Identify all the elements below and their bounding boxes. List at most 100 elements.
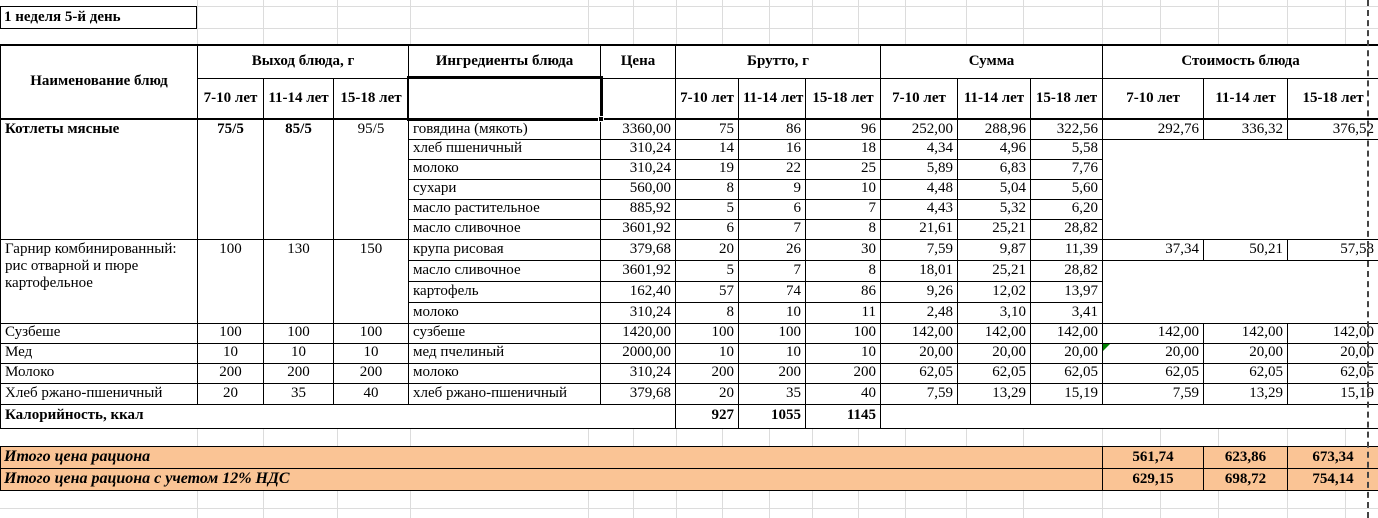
cell-output[interactable]: 10 bbox=[263, 342, 334, 364]
total-ration-price-label[interactable]: Итого цена рациона bbox=[0, 446, 1103, 469]
cell-ingredient[interactable]: крупа рисовая bbox=[408, 238, 601, 261]
cell-cost[interactable]: 62,05 bbox=[1203, 362, 1289, 384]
cell-cost[interactable]: 142,00 bbox=[1203, 322, 1289, 344]
empty-cell-under-price[interactable] bbox=[600, 77, 676, 120]
calories-value-cell[interactable]: 1055 bbox=[738, 403, 806, 429]
cell-sum[interactable]: 2,48 bbox=[880, 301, 958, 324]
cell-sum[interactable]: 7,59 bbox=[880, 238, 958, 261]
cell-output[interactable]: 100 bbox=[197, 238, 264, 324]
cell-dish-name[interactable]: Мед bbox=[0, 342, 198, 364]
cell-sum[interactable]: 9,26 bbox=[880, 280, 958, 303]
cell-gross[interactable]: 100 bbox=[805, 322, 881, 344]
age-header-output-7-10[interactable]: 7-10 лет bbox=[197, 77, 264, 120]
cell-sum[interactable]: 142,00 bbox=[880, 322, 958, 344]
cell-sum[interactable]: 11,39 bbox=[1029, 238, 1104, 261]
cell-gross[interactable]: 10 bbox=[675, 342, 739, 364]
cell-sum[interactable]: 18,01 bbox=[880, 259, 958, 282]
col-header-ingredients[interactable]: Ингредиенты блюда bbox=[408, 44, 601, 79]
cell-gross[interactable]: 10 bbox=[805, 178, 881, 200]
cell-gross[interactable]: 200 bbox=[805, 362, 881, 384]
cell-cost[interactable]: 62,05 bbox=[1102, 362, 1205, 384]
cell-output[interactable]: 200 bbox=[263, 362, 334, 384]
sheet-title-cell[interactable]: 1 неделя 5-й день bbox=[0, 6, 197, 29]
cell-sum[interactable]: 142,00 bbox=[957, 322, 1031, 344]
cell-dish-name[interactable]: Сузбеше bbox=[0, 322, 198, 344]
cell-price[interactable]: 3360,00 bbox=[600, 118, 676, 140]
cell-gross[interactable]: 11 bbox=[805, 301, 881, 324]
cell-price[interactable]: 560,00 bbox=[600, 178, 676, 200]
cell-cost[interactable]: 376,52 bbox=[1287, 118, 1378, 140]
cell-dish-name[interactable]: Молоко bbox=[0, 362, 198, 384]
cell-output[interactable]: 100 bbox=[333, 322, 409, 344]
fill-handle[interactable] bbox=[598, 116, 604, 122]
total-ration-price-vat-value[interactable]: 698,72 bbox=[1203, 468, 1288, 491]
cell-output[interactable]: 40 bbox=[333, 382, 409, 405]
cell-cost[interactable]: 336,32 bbox=[1203, 118, 1289, 140]
age-header-output-15-18[interactable]: 15-18 лет bbox=[333, 77, 409, 120]
cell-sum[interactable]: 21,61 bbox=[880, 218, 958, 240]
cell-gross[interactable]: 7 bbox=[738, 259, 806, 282]
age-header-output-11-14[interactable]: 11-14 лет bbox=[263, 77, 334, 120]
age-header-cost-15-18[interactable]: 15-18 лет bbox=[1287, 77, 1378, 120]
cell-sum[interactable]: 20,00 bbox=[957, 342, 1031, 364]
col-header-dish-name[interactable]: Наименование блюд bbox=[0, 44, 198, 120]
col-header-sum[interactable]: Сумма bbox=[879, 44, 1104, 79]
cell-gross[interactable]: 5 bbox=[675, 259, 739, 282]
cell-gross[interactable]: 9 bbox=[738, 178, 806, 200]
total-ration-price-vat-value[interactable]: 629,15 bbox=[1102, 468, 1204, 491]
cell-gross[interactable]: 86 bbox=[805, 280, 881, 303]
cell-ingredient[interactable]: молоко bbox=[408, 362, 601, 384]
cell-ingredient[interactable]: молоко bbox=[408, 301, 601, 324]
cell-gross[interactable]: 96 bbox=[805, 118, 881, 140]
cell-price[interactable]: 3601,92 bbox=[600, 218, 676, 240]
cell-cost[interactable]: 20,00 bbox=[1203, 342, 1289, 364]
cell-output[interactable]: 10 bbox=[197, 342, 264, 364]
cell-cost[interactable]: 62,05 bbox=[1287, 362, 1378, 384]
cell-ingredient[interactable]: масло сливочное bbox=[408, 218, 601, 240]
cell-price[interactable]: 310,24 bbox=[600, 138, 676, 160]
cell-cost-with-error-indicator[interactable]: 20,00 bbox=[1102, 342, 1205, 364]
cell-cost[interactable]: 7,59 bbox=[1102, 382, 1205, 405]
total-ration-price-value[interactable]: 561,74 bbox=[1102, 446, 1204, 469]
cell-gross[interactable]: 57 bbox=[675, 280, 739, 303]
cell-price[interactable]: 379,68 bbox=[600, 238, 676, 261]
age-header-cost-7-10[interactable]: 7-10 лет bbox=[1102, 77, 1205, 120]
age-header-sum-11-14[interactable]: 11-14 лет bbox=[957, 77, 1031, 120]
cell-gross[interactable]: 16 bbox=[738, 138, 806, 160]
cell-price[interactable]: 310,24 bbox=[600, 362, 676, 384]
cell-price[interactable]: 885,92 bbox=[600, 198, 676, 220]
cell-output[interactable]: 85/5 bbox=[263, 118, 334, 240]
cell-ingredient[interactable]: сузбеше bbox=[408, 322, 601, 344]
cell-price[interactable]: 1420,00 bbox=[600, 322, 676, 344]
cell-output[interactable]: 20 bbox=[197, 382, 264, 405]
total-ration-price-value[interactable]: 623,86 bbox=[1203, 446, 1288, 469]
cell-cost-merged-empty[interactable] bbox=[1102, 259, 1378, 324]
cell-output[interactable]: 200 bbox=[197, 362, 264, 384]
cell-ingredient[interactable]: сухари bbox=[408, 178, 601, 200]
cell-gross[interactable]: 86 bbox=[738, 118, 806, 140]
cell-gross[interactable]: 10 bbox=[805, 342, 881, 364]
cell-dish-name[interactable]: Гарнир комбинированный: рис отварной и п… bbox=[0, 238, 198, 324]
cell-gross[interactable]: 19 bbox=[675, 158, 739, 180]
cell-sum[interactable]: 6,83 bbox=[957, 158, 1031, 180]
cell-sum[interactable]: 252,00 bbox=[880, 118, 958, 140]
cell-output[interactable]: 10 bbox=[333, 342, 409, 364]
cell-gross[interactable]: 30 bbox=[805, 238, 881, 261]
cell-gross[interactable]: 22 bbox=[738, 158, 806, 180]
cell-sum[interactable]: 12,02 bbox=[957, 280, 1031, 303]
calories-value-cell[interactable]: 1145 bbox=[805, 403, 881, 429]
cell-price[interactable]: 3601,92 bbox=[600, 259, 676, 282]
cell-gross[interactable]: 200 bbox=[675, 362, 739, 384]
cell-sum[interactable]: 3,10 bbox=[957, 301, 1031, 324]
cell-sum[interactable]: 13,29 bbox=[957, 382, 1031, 405]
cell-gross[interactable]: 14 bbox=[675, 138, 739, 160]
cell-sum[interactable]: 322,56 bbox=[1029, 118, 1104, 140]
cell-sum[interactable]: 13,97 bbox=[1029, 280, 1104, 303]
cell-gross[interactable]: 100 bbox=[675, 322, 739, 344]
cell-price[interactable]: 310,24 bbox=[600, 301, 676, 324]
cell-gross[interactable]: 7 bbox=[738, 218, 806, 240]
cell-gross[interactable]: 10 bbox=[738, 342, 806, 364]
cell-sum[interactable]: 6,20 bbox=[1029, 198, 1104, 220]
cell-sum[interactable]: 25,21 bbox=[957, 218, 1031, 240]
cell-price[interactable]: 162,40 bbox=[600, 280, 676, 303]
